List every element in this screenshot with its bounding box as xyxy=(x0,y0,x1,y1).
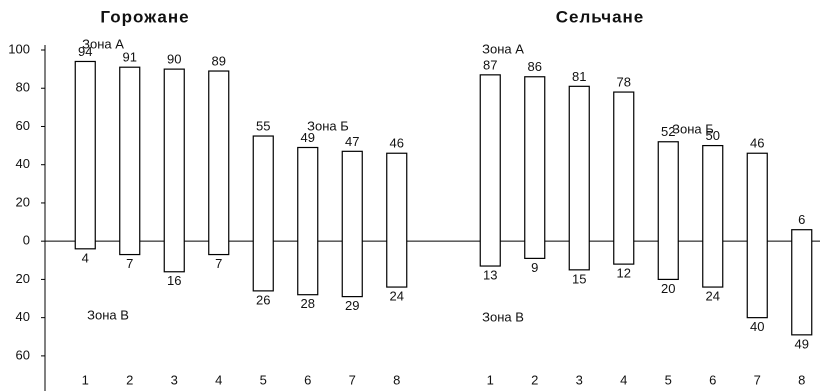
y-tick-label: 20 xyxy=(16,194,30,209)
bar xyxy=(252,135,274,292)
value-label: 81 xyxy=(572,69,586,84)
bar xyxy=(341,150,363,298)
value-label: 24 xyxy=(390,288,404,303)
bar xyxy=(386,152,408,288)
x-tick-label: 2 xyxy=(531,372,538,387)
bar xyxy=(479,74,501,267)
x-tick-label: 2 xyxy=(126,372,133,387)
x-tick-label: 3 xyxy=(576,372,583,387)
y-tick-label: 40 xyxy=(16,156,30,171)
bar xyxy=(524,76,546,259)
y-tick-label: 60 xyxy=(16,118,30,133)
x-tick-label: 1 xyxy=(487,372,494,387)
x-tick-label: 8 xyxy=(393,372,400,387)
value-label: 4 xyxy=(82,250,89,265)
annotation: Зона В xyxy=(87,307,129,322)
annotation: Зона А xyxy=(482,41,524,56)
value-label: 91 xyxy=(123,50,137,65)
value-label: 9 xyxy=(531,260,538,275)
y-tick-label: 40 xyxy=(16,309,30,324)
bar xyxy=(657,141,679,281)
bar xyxy=(702,144,724,288)
value-label: 15 xyxy=(572,271,586,286)
bar xyxy=(568,85,590,271)
value-label: 29 xyxy=(345,298,359,313)
value-label: 6 xyxy=(798,212,805,227)
x-tick-label: 5 xyxy=(260,372,267,387)
bar xyxy=(163,68,185,273)
value-label: 26 xyxy=(256,292,270,307)
bar xyxy=(119,66,141,256)
value-label: 94 xyxy=(78,44,92,59)
value-label: 13 xyxy=(483,267,497,282)
bar xyxy=(613,91,635,265)
annotation: Зона В xyxy=(482,309,524,324)
bar xyxy=(297,146,319,296)
value-label: 46 xyxy=(750,136,764,151)
y-tick-label: 100 xyxy=(8,41,30,56)
bar xyxy=(746,152,768,319)
panel-title: Сельчане xyxy=(556,7,645,26)
panel-title: Горожане xyxy=(100,7,189,26)
y-tick-label: 60 xyxy=(16,347,30,362)
value-label: 16 xyxy=(167,273,181,288)
x-tick-label: 7 xyxy=(349,372,356,387)
x-tick-label: 3 xyxy=(171,372,178,387)
value-label: 87 xyxy=(483,57,497,72)
value-label: 12 xyxy=(617,266,631,281)
value-label: 47 xyxy=(345,134,359,149)
value-label: 89 xyxy=(212,53,226,68)
bar xyxy=(791,229,813,336)
value-label: 90 xyxy=(167,52,181,67)
x-tick-label: 6 xyxy=(709,372,716,387)
bar xyxy=(208,70,230,256)
x-tick-label: 8 xyxy=(798,372,805,387)
value-label: 28 xyxy=(301,296,315,311)
y-tick-label: 80 xyxy=(16,80,30,95)
y-tick-label: 20 xyxy=(16,271,30,286)
value-label: 24 xyxy=(706,288,720,303)
value-label: 50 xyxy=(706,128,720,143)
value-label: 78 xyxy=(617,74,631,89)
value-label: 46 xyxy=(390,136,404,151)
value-label: 52 xyxy=(661,124,675,139)
x-tick-label: 6 xyxy=(304,372,311,387)
annotation: Зона Б xyxy=(307,118,349,133)
bar xyxy=(74,60,96,250)
value-label: 49 xyxy=(795,336,809,351)
y-tick-label: 0 xyxy=(23,233,30,248)
value-label: 40 xyxy=(750,319,764,334)
value-label: 55 xyxy=(256,118,270,133)
value-label: 20 xyxy=(661,281,675,296)
x-tick-label: 4 xyxy=(215,372,222,387)
x-tick-label: 1 xyxy=(82,372,89,387)
annotation: Зона А xyxy=(82,36,124,51)
value-label: 7 xyxy=(215,256,222,271)
x-tick-label: 5 xyxy=(665,372,672,387)
x-tick-label: 7 xyxy=(754,372,761,387)
annotation: Зона Б xyxy=(672,121,714,136)
value-label: 7 xyxy=(126,256,133,271)
value-label: 49 xyxy=(301,130,315,145)
value-label: 86 xyxy=(528,59,542,74)
x-tick-label: 4 xyxy=(620,372,627,387)
